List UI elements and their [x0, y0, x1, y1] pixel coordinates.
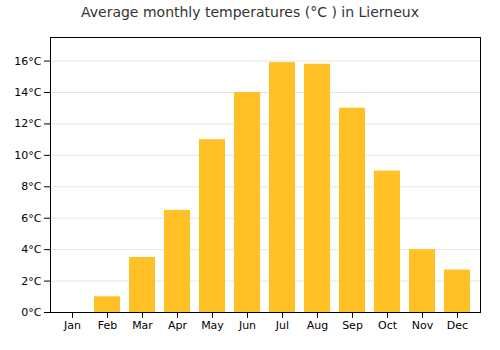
- svg-text:Oct: Oct: [378, 319, 398, 332]
- svg-text:10°C: 10°C: [14, 149, 41, 162]
- svg-text:Aug: Aug: [307, 319, 328, 332]
- svg-text:12°C: 12°C: [14, 117, 41, 130]
- svg-text:Feb: Feb: [98, 319, 117, 332]
- svg-text:6°C: 6°C: [21, 212, 41, 225]
- svg-text:Dec: Dec: [447, 319, 468, 332]
- svg-text:Jan: Jan: [63, 319, 81, 332]
- svg-text:2°C: 2°C: [21, 275, 41, 288]
- svg-text:Nov: Nov: [412, 319, 434, 332]
- svg-text:Jun: Jun: [238, 319, 256, 332]
- svg-text:Apr: Apr: [168, 319, 188, 332]
- svg-text:May: May: [201, 319, 224, 332]
- svg-text:4°C: 4°C: [21, 243, 41, 256]
- html-text:Average monthly temperatures (: Average monthly temperatures (°C ) in Li…: [81, 4, 419, 20]
- svg-text:14°C: 14°C: [14, 86, 41, 99]
- svg-text:0°C: 0°C: [21, 306, 41, 319]
- svg-text:Mar: Mar: [132, 319, 153, 332]
- svg-text:Jul: Jul: [275, 319, 289, 332]
- svg-text:8°C: 8°C: [21, 180, 41, 193]
- svg-text:16°C: 16°C: [14, 55, 41, 68]
- svg-text:Sep: Sep: [342, 319, 363, 332]
